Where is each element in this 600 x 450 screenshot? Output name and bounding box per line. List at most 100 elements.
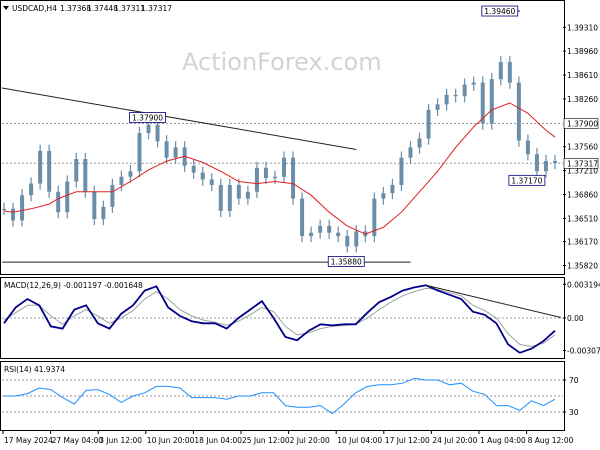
price-candle-body [209, 179, 214, 185]
high-value: 1.37448 [87, 4, 118, 13]
price-candle-body [553, 161, 557, 164]
price-candle-body [318, 225, 323, 233]
price-candle-body [300, 198, 305, 237]
price-candle-body [327, 225, 332, 233]
price-candle-body [507, 62, 512, 83]
price-candle-body [345, 236, 350, 247]
price-candle-body [2, 208, 6, 210]
price-candle-body [47, 150, 52, 192]
reference-level-box [563, 118, 599, 129]
close-value: 1.37317 [141, 4, 172, 13]
price-candle-body [29, 183, 34, 196]
price-candle-body [146, 124, 151, 134]
price-candle-body [164, 141, 169, 158]
price-candle-body [354, 231, 359, 247]
macd-trendline [425, 284, 561, 318]
x-axis-label: 25 Jun 12:00 [242, 436, 290, 445]
x-axis-label: 17 Jul 12:00 [385, 436, 430, 445]
price-candle-body [498, 62, 503, 80]
price-candle-body [272, 176, 277, 179]
price-candle-body [227, 184, 232, 211]
price-candle-body [83, 159, 88, 192]
price-candle-body [56, 191, 61, 213]
price-trendline-1 [1, 87, 357, 150]
price-panel-frame [0, 0, 565, 275]
price-candle-body [534, 154, 539, 172]
price-annotation-box [327, 255, 365, 267]
moving-average-line [3, 102, 556, 235]
collapse-triangle-icon[interactable] [3, 6, 9, 10]
price-candle-body [101, 206, 106, 220]
price-candle-body [390, 184, 395, 194]
price-axis-label: 1.38610 [567, 71, 598, 80]
price-candle-body [11, 208, 16, 221]
price-candle-body [381, 193, 386, 199]
price-annotation-label: 1.39460 [484, 7, 515, 16]
price-axis-label: 1.35820 [567, 261, 598, 270]
price-candle-body [489, 79, 494, 124]
price-annotation-box [508, 174, 546, 186]
price-axis-label: 1.36510 [567, 214, 598, 223]
price-axis-label: 1.37560 [567, 143, 598, 152]
macd-title: MACD(12,26,9) -0.001197 -0.001648 [4, 281, 143, 290]
price-axis-label: 1.36860 [567, 190, 598, 199]
symbol-label: USDCAD,H4 [12, 4, 57, 13]
low-value: 1.37311 [114, 4, 145, 13]
rsi-panel-frame [0, 361, 565, 431]
price-candle-body [173, 147, 178, 158]
price-candle-body [336, 232, 341, 237]
price-candle-body [200, 172, 205, 180]
price-candle-body [38, 150, 43, 184]
x-axis-label: 18 Jun 04:00 [194, 436, 242, 445]
price-candle-body [218, 184, 223, 211]
price-candle-body [245, 191, 250, 199]
price-annotation-label: 1.37170 [511, 176, 542, 185]
price-candle-body [263, 167, 268, 179]
x-axis-label: 3 Jun 12:00 [99, 436, 142, 445]
price-candle-body [453, 94, 458, 97]
macd-axis-label: 0.003194 [567, 280, 600, 289]
price-axis-label: 1.39310 [567, 23, 598, 32]
price-header: USDCAD,H4 1.37368 1.37448 1.37311 1.3731… [3, 4, 172, 13]
price-candle-body [372, 198, 377, 237]
price-candle-body [137, 133, 142, 172]
x-axis-label: 8 Aug 12:00 [528, 436, 574, 445]
macd-axis-label: -0.003077 [567, 346, 600, 355]
price-candle-body [65, 181, 70, 213]
price-candle-body [282, 157, 287, 177]
price-candle-body [408, 147, 413, 158]
x-axis-label: 10 Jul 04:00 [337, 436, 382, 445]
price-candle-body [128, 171, 133, 177]
price-axis-label: 1.38960 [567, 47, 598, 56]
current-price-box [563, 158, 599, 169]
price-annotation-label: 1.37900 [132, 114, 163, 123]
price-candle-body [155, 124, 160, 142]
price-candle-body [291, 157, 296, 199]
price-candle-body [516, 82, 521, 141]
price-candle-body [236, 184, 241, 199]
price-candle-body [74, 159, 79, 182]
x-axis-label: 24 Jul 20:00 [432, 436, 477, 445]
price-candle-body [110, 184, 115, 207]
macd-axis-label: 0.00 [567, 314, 584, 323]
x-axis-label: 27 May 04:00 [52, 436, 104, 445]
x-axis-label: 10 Jun 20:00 [147, 436, 195, 445]
price-candle-body [426, 109, 431, 139]
watermark: ActionForex.com [182, 48, 382, 76]
price-candle-body [444, 94, 449, 105]
open-value: 1.37368 [60, 4, 91, 13]
price-candle-body [191, 165, 196, 173]
price-candle-body [435, 104, 440, 110]
x-axis-label: 1 Aug 04:00 [480, 436, 526, 445]
rsi-axis-label: 30 [569, 408, 579, 417]
price-candle-body [254, 167, 259, 192]
price-candle-body [119, 176, 124, 185]
macd-line [3, 284, 556, 354]
rsi-axis-label: 70 [569, 376, 579, 385]
price-candle-body [399, 157, 404, 185]
price-candle-body [525, 140, 530, 155]
x-axis-label: 2 Jul 20:00 [290, 436, 330, 445]
price-candle-body [92, 191, 97, 220]
